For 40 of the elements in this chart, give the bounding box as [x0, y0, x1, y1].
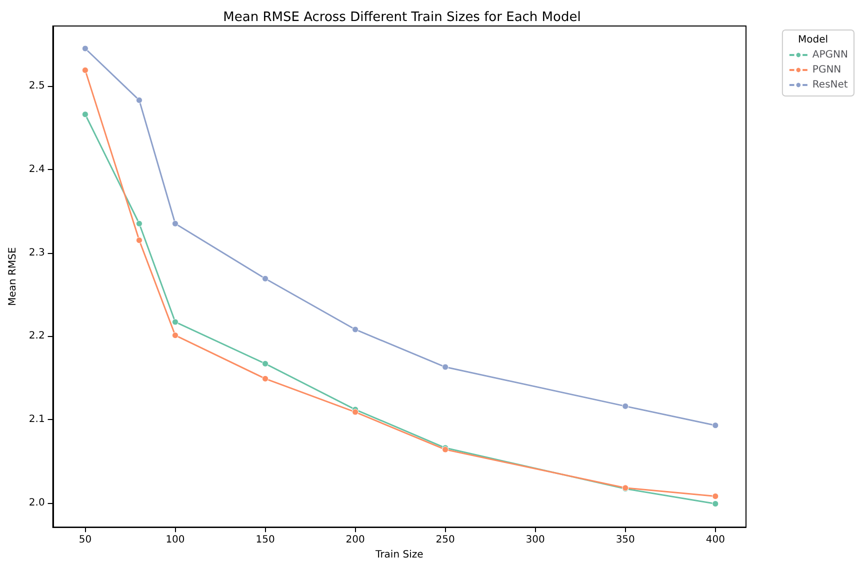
- point: [442, 364, 449, 370]
- point: [82, 45, 88, 52]
- y-tick-label: 2.4: [28, 164, 45, 175]
- point: [712, 493, 719, 500]
- y-tick-label: 2.0: [28, 497, 45, 508]
- legend-label: PGNN: [812, 64, 842, 76]
- legend-title: Model: [798, 34, 828, 46]
- x-tick-label: 250: [436, 534, 455, 546]
- point: [352, 326, 359, 333]
- point: [262, 375, 269, 382]
- x-tick-label: 300: [526, 534, 545, 546]
- point: [172, 318, 178, 326]
- x-tick-label: 50: [78, 534, 92, 546]
- y-axis-title: Mean RMSE: [8, 247, 18, 306]
- point: [712, 422, 719, 429]
- y-tick-label: 2.2: [28, 330, 45, 342]
- y-tick-label: 2.1: [28, 414, 45, 426]
- point: [172, 332, 178, 339]
- x-tick-label: 200: [346, 534, 365, 546]
- legend-label: ResNet: [812, 80, 848, 90]
- chart-title: Mean RMSE Across Different Train Sizes for Each Model: [223, 10, 581, 25]
- point: [262, 275, 269, 282]
- point: [82, 66, 88, 74]
- x-axis-title: Train Size: [374, 550, 424, 560]
- point: [136, 220, 142, 227]
- point: [136, 237, 142, 244]
- point: [172, 220, 178, 227]
- x-tick-label: 350: [616, 534, 635, 546]
- x-tick-label: 150: [256, 534, 275, 546]
- legend-label: APGNN: [812, 50, 848, 60]
- y-tick-label: 2.3: [28, 247, 45, 258]
- point: [352, 408, 359, 416]
- point: [712, 500, 719, 508]
- x-tick-label: 100: [166, 534, 185, 546]
- y-tick-label: 2.5: [28, 80, 45, 92]
- point: [136, 96, 142, 104]
- x-tick-label: 400: [706, 534, 725, 546]
- point: [82, 111, 88, 118]
- point: [622, 402, 629, 410]
- point: [262, 360, 269, 367]
